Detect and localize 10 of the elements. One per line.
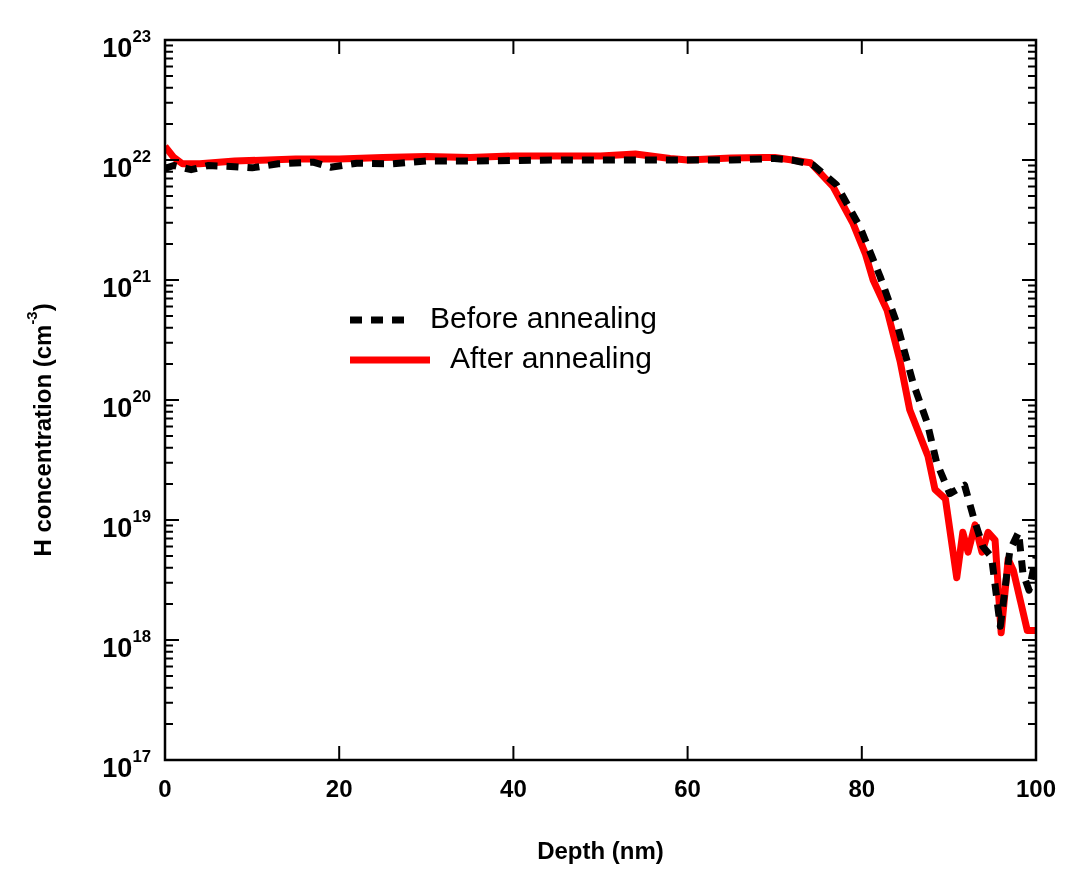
legend-label: Before annealing — [430, 301, 657, 335]
x-axis-title: Depth (nm) — [537, 836, 664, 864]
x-tick-label: 100 — [1015, 774, 1057, 802]
y-axis-title: H concentration (cm-3) — [24, 303, 56, 557]
x-tick-label: 20 — [325, 774, 353, 802]
legend-label: After annealing — [450, 341, 652, 375]
x-tick-label: 40 — [500, 774, 527, 802]
x-tick-label: 80 — [848, 774, 876, 802]
x-tick-label: 0 — [158, 774, 172, 802]
x-tick-label: 60 — [674, 774, 701, 802]
